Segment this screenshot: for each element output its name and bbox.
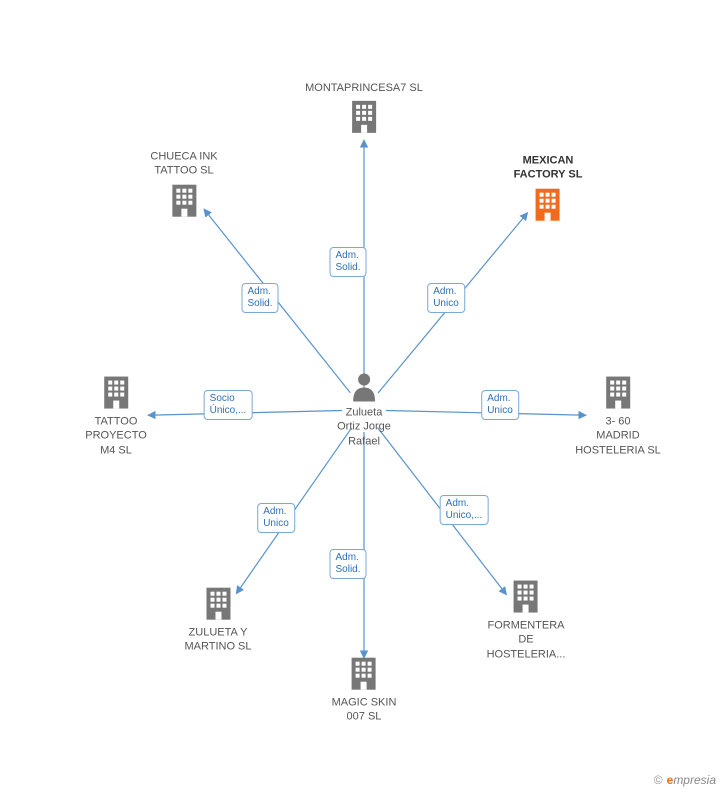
building-icon [603,375,633,411]
edge-label: Adm. Unico [427,283,465,313]
building-icon [203,586,233,622]
node-zulueta_martino[interactable]: ZULUETA Y MARTINO SL [184,586,251,655]
node-label: CHUECA INK TATTOO SL [150,150,217,179]
edge-label: Adm. Solid. [329,549,366,579]
building-icon [349,656,379,692]
building-icon [511,579,541,615]
node-label: MONTAPRINCESA7 SL [305,81,423,95]
building-icon [169,182,199,218]
node-chueca[interactable]: CHUECA INK TATTOO SL [150,150,217,219]
building-icon [101,375,131,411]
diagram-canvas: Zulueta Ortiz Jorge Rafael MONTAPRINCESA7… [0,0,728,795]
edge-label: Socio Único,... [204,390,253,420]
node-label: ZULUETA Y MARTINO SL [184,626,251,655]
node-label: MAGIC SKIN 007 SL [332,696,397,725]
node-magic_skin[interactable]: MAGIC SKIN 007 SL [332,656,397,725]
edge-label: Adm. Solid. [329,247,366,277]
node-tattoo_m4[interactable]: TATTOO PROYECTO M4 SL [85,375,147,458]
node-label: FORMENTERA DE HOSTELERIA... [487,619,566,662]
node-center[interactable]: Zulueta Ortiz Jorge Rafael [337,372,391,449]
building-icon [349,99,379,135]
brand-name: empresia [667,773,716,787]
edge-label: Adm. Solid. [241,283,278,313]
node-montaprincesa[interactable]: MONTAPRINCESA7 SL [305,81,423,135]
person-icon [351,372,377,402]
copyright-symbol: © [654,773,663,787]
building-icon [533,186,563,222]
node-label: 3- 60 MADRID HOSTELERIA SL [575,415,661,458]
edge-label: Adm. Unico [481,390,519,420]
node-formentera[interactable]: FORMENTERA DE HOSTELERIA... [487,579,566,662]
node-madrid_host[interactable]: 3- 60 MADRID HOSTELERIA SL [575,375,661,458]
node-label: MEXICAN FACTORY SL [514,154,583,183]
watermark: © empresia [654,773,716,787]
node-mexican[interactable]: MEXICAN FACTORY SL [514,154,583,223]
edge-label: Adm. Unico [257,503,295,533]
edge-label: Adm. Unico,... [440,495,489,525]
node-label: TATTOO PROYECTO M4 SL [85,415,147,458]
node-label: Zulueta Ortiz Jorge Rafael [337,406,391,449]
